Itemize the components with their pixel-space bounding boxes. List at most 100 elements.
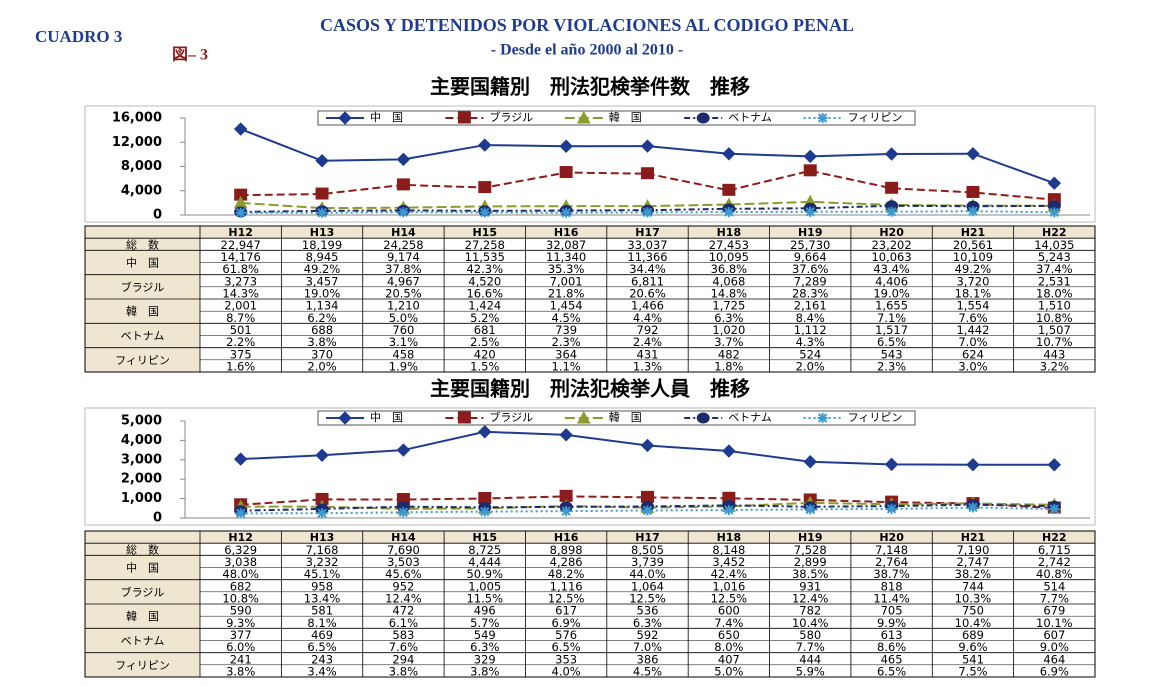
table-cell: 1,424 <box>468 299 501 313</box>
table-cell-share: 7.0% <box>958 335 987 349</box>
legend-label: 中 国 <box>370 111 403 124</box>
data-point <box>233 452 248 466</box>
table-cell: 469 <box>311 628 333 642</box>
table-row-label: ベトナム <box>121 635 165 648</box>
table-cell-share: 6.1% <box>389 616 418 630</box>
table-column-header: H16 <box>554 226 579 239</box>
table-cell-share: 10.4% <box>792 616 829 630</box>
table-cell: 7,289 <box>794 274 827 288</box>
table-cell: 3,452 <box>712 555 745 569</box>
series-line <box>240 495 1055 510</box>
table-cell: 688 <box>311 323 333 337</box>
table-cell: 952 <box>392 579 414 593</box>
table-cell-share: 14.8% <box>711 286 748 300</box>
data-point <box>398 507 409 518</box>
table-cell: 9,664 <box>794 250 827 264</box>
data-point <box>885 181 899 194</box>
table-cell-share: 48.0% <box>222 567 259 581</box>
table-cell-share: 9.6% <box>958 640 987 654</box>
table-cell: 482 <box>718 347 740 361</box>
table-column-header: H22 <box>1042 531 1067 544</box>
data-point <box>886 206 897 217</box>
table-cell-share: 9.9% <box>877 616 906 630</box>
table-cell-share: 40.8% <box>1036 567 1073 581</box>
data-point <box>317 207 328 218</box>
plot-frame <box>84 105 1096 223</box>
table-cell-share: 2.3% <box>552 335 581 349</box>
plot-frame <box>84 407 1096 526</box>
table-cell-share: 8.6% <box>877 640 906 654</box>
table-cell-share: 45.1% <box>304 567 341 581</box>
table-cell-share: 6.5% <box>307 640 336 654</box>
data-point <box>561 506 572 517</box>
table-cell-share: 8.1% <box>307 616 336 630</box>
table-row-label: 韓 国 <box>126 610 159 623</box>
y-tick-label: 16,000 <box>112 111 162 126</box>
data-point <box>559 139 573 153</box>
table-column-header: H12 <box>228 531 253 544</box>
table-cell: 617 <box>555 604 577 618</box>
legend-marker <box>457 411 471 424</box>
data-point <box>803 149 817 164</box>
table-cell-share: 2.5% <box>470 335 499 349</box>
table-cell: 370 <box>311 347 333 361</box>
table-cell-share: 28.3% <box>792 286 829 300</box>
table-cell: 650 <box>718 628 740 642</box>
table-cell: 2,899 <box>794 555 827 569</box>
legend-marker <box>817 113 828 123</box>
table-cell: 32,087 <box>546 238 586 252</box>
table-cell: 464 <box>1043 652 1065 666</box>
table-cell: 1,725 <box>712 299 745 313</box>
table-cell: 243 <box>311 652 333 666</box>
legend-label: ブラジル <box>489 110 533 124</box>
data-point <box>641 167 654 180</box>
table-cell: 24,258 <box>383 238 423 252</box>
table-cell: 2,764 <box>875 555 908 569</box>
table-column-header: H15 <box>473 531 498 544</box>
table-cell-share: 6.3% <box>633 616 662 630</box>
table-cell-share: 4.3% <box>796 335 825 349</box>
table-cell-share: 1.3% <box>633 359 662 373</box>
table-cell-share: 7.7% <box>1040 591 1069 605</box>
table-cell-share: 19.0% <box>304 286 341 300</box>
data-point <box>805 206 816 217</box>
table-cell-share: 6.5% <box>877 664 906 678</box>
table-cell-share: 6.5% <box>552 640 581 654</box>
data-point <box>233 122 248 136</box>
table-cell: 7,190 <box>956 543 989 557</box>
data-point <box>478 425 492 439</box>
data-point <box>884 457 899 472</box>
table-cell: 458 <box>392 347 414 361</box>
table-cell: 7,168 <box>306 543 339 557</box>
table-cell: 11,340 <box>546 250 586 264</box>
table-cell: 5,243 <box>1038 250 1071 264</box>
table-row-label: 韓 国 <box>126 305 159 318</box>
data-point <box>1049 503 1060 514</box>
table-cell-share: 12.5% <box>548 591 585 605</box>
table-cell-share: 3.2% <box>1040 359 1069 373</box>
legend-marker <box>338 411 352 425</box>
table-cell-share: 1.6% <box>226 359 255 373</box>
data-point <box>315 154 329 168</box>
data-point <box>396 443 411 457</box>
table-cell-share: 38.5% <box>792 567 829 581</box>
table-cell: 3,232 <box>306 555 339 569</box>
table-cell-share: 7.6% <box>958 311 987 325</box>
table-cell: 1,064 <box>631 579 664 593</box>
data-point <box>966 458 980 472</box>
table-cell: 581 <box>311 604 333 618</box>
table-cell: 958 <box>311 579 333 593</box>
data-point <box>803 164 817 177</box>
table-header-bg <box>85 531 1095 544</box>
figure-label: 図– 3 <box>172 46 208 64</box>
table-cell: 6,329 <box>224 543 257 557</box>
table-cell-share: 12.5% <box>711 591 748 605</box>
table-cell-share: 2.0% <box>796 359 825 373</box>
legend-marker <box>696 412 710 424</box>
table-cell-share: 3.7% <box>714 335 743 349</box>
data-point <box>722 147 736 161</box>
table-cell: 444 <box>799 652 821 666</box>
data-point <box>315 448 329 463</box>
table-cell: 580 <box>799 628 821 642</box>
legend-marker <box>338 111 352 125</box>
